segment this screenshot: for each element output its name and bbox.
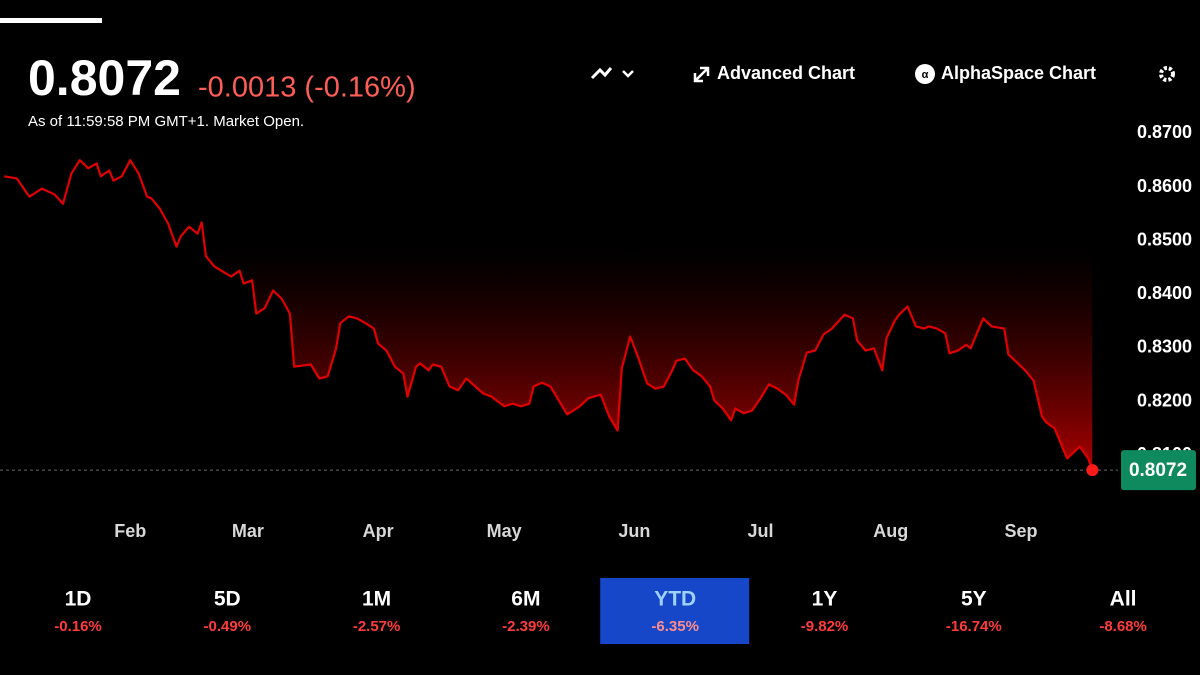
y-tick-label: 0.8300 [1137, 337, 1192, 357]
period-change: -16.74% [946, 618, 1002, 635]
period-tab[interactable]: 1Y -9.82% [801, 588, 849, 635]
area-shade [215, 250, 1093, 471]
settings-button[interactable] [1159, 66, 1175, 82]
chart-type-button[interactable] [590, 67, 634, 80]
period-change: -0.16% [54, 618, 102, 635]
x-tick-label: Feb [114, 521, 146, 541]
period-tab[interactable]: 1M -2.57% [353, 588, 401, 635]
period-label: 5D [214, 588, 241, 611]
y-tick-label: 0.8600 [1137, 176, 1192, 196]
period-change: -0.49% [204, 618, 252, 635]
period-tabs: 1D -0.16% 5D -0.49% 1M -2.57% 6M -2.39% YTD -6.35… [54, 578, 1147, 644]
period-label: 1D [65, 588, 92, 611]
alphaspace-chart-button[interactable]: α AlphaSpace Chart [915, 63, 1096, 84]
period-label: 6M [511, 588, 540, 611]
period-label: 5Y [961, 588, 987, 611]
period-tab[interactable]: 5Y -16.74% [946, 588, 1002, 635]
x-tick-label: Aug [873, 521, 908, 541]
period-label: 1Y [812, 588, 838, 611]
period-change: -6.35% [651, 618, 699, 635]
y-tick-label: 0.8700 [1137, 122, 1192, 142]
x-tick-label: Jul [747, 521, 773, 541]
period-tab[interactable]: 6M -2.39% [502, 588, 550, 635]
last-price-badge [1121, 450, 1196, 491]
y-tick-label: 0.8400 [1137, 283, 1192, 303]
period-label: YTD [654, 588, 696, 611]
period-change: -2.39% [502, 618, 550, 635]
period-tab[interactable]: 1D -0.16% [54, 588, 102, 635]
period-change: -8.68% [1099, 618, 1147, 635]
last-point [1086, 464, 1099, 477]
x-tick-label: Mar [232, 521, 264, 541]
timestamp: As of 11:59:58 PM GMT+1. Market Open. [28, 113, 304, 130]
x-tick-label: May [487, 521, 522, 541]
alphaspace-chart-label: AlphaSpace Chart [941, 63, 1096, 83]
y-tick-label: 0.8200 [1137, 390, 1192, 410]
x-tick-label: Sep [1004, 521, 1037, 541]
alphaspace-icon [915, 64, 935, 84]
period-tab[interactable]: All -8.68% [1099, 588, 1147, 635]
period-change: -9.82% [801, 618, 849, 635]
advanced-chart-button[interactable]: Advanced Chart [693, 63, 855, 83]
alphaspace-glyph: α [922, 69, 929, 81]
x-tick-label: Jun [618, 521, 650, 541]
chevron-icon [622, 70, 634, 78]
price-change: -0.0013 (-0.16%) [198, 72, 416, 104]
period-tab[interactable]: YTD -6.35% [600, 578, 750, 644]
advanced-chart-label: Advanced Chart [717, 63, 855, 83]
x-tick-label: Apr [363, 521, 394, 541]
period-tab[interactable]: 5D -0.49% [204, 588, 252, 635]
active-tab-bg [600, 578, 750, 644]
y-tick-label: 0.8500 [1137, 229, 1192, 249]
top-bar [0, 18, 102, 23]
price: 0.8072 [28, 50, 181, 106]
expand-icon [693, 66, 710, 83]
plot-area: 0.81000.82000.83000.84000.85000.86000.87… [0, 122, 1196, 541]
chart-type-icon [590, 67, 613, 80]
period-label: 1M [362, 588, 391, 611]
last-price-label: 0.8072 [1129, 460, 1187, 481]
period-label: All [1110, 588, 1137, 611]
settings-icon [1159, 66, 1175, 82]
period-change: -2.57% [353, 618, 401, 635]
price-line [4, 159, 1094, 471]
